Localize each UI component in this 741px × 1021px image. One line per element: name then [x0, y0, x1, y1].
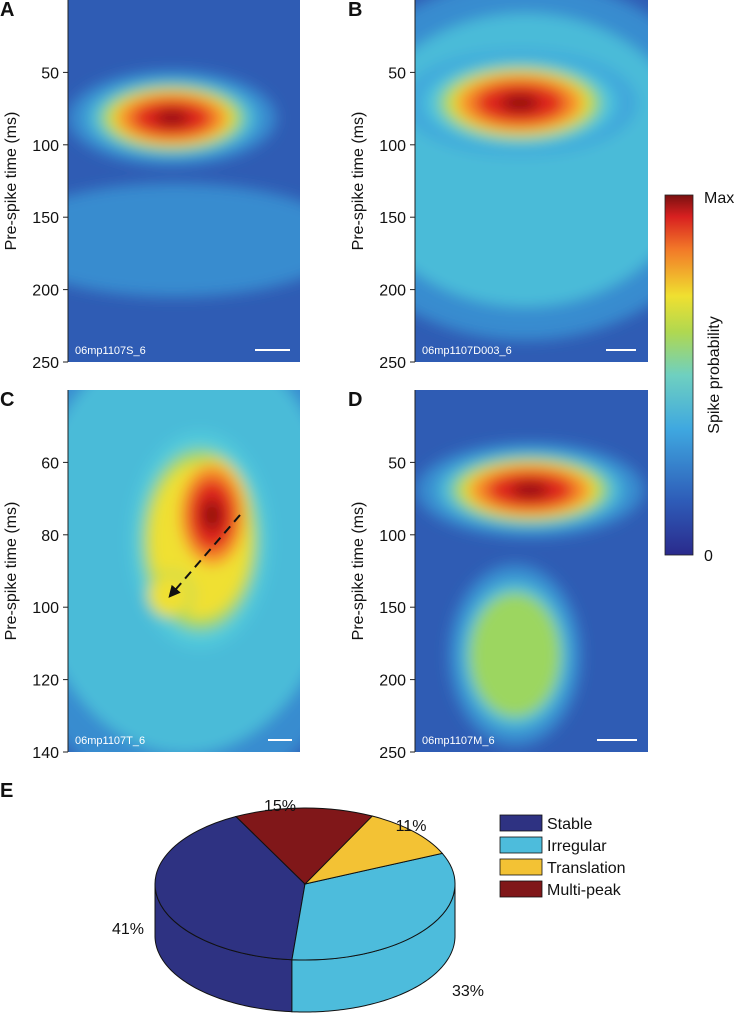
y-tick-label: 100 [32, 600, 59, 617]
panel-letter: D [348, 389, 362, 411]
heat-level [510, 482, 550, 498]
y-tick-label: 200 [379, 283, 406, 300]
pie-slice [234, 807, 374, 885]
pie-slice [291, 852, 456, 961]
y-tick-label: 250 [379, 355, 406, 372]
legend-label: Irregular [547, 838, 607, 855]
cell-id: 06mp1107D003_6 [422, 345, 512, 357]
colorbar [664, 194, 694, 556]
heatmap [415, 390, 648, 752]
heat-level [154, 110, 190, 126]
heatmap [415, 0, 648, 362]
y-tick-label: 50 [388, 455, 406, 472]
y-tick-label: 50 [388, 65, 406, 82]
panel-letter: A [0, 0, 14, 21]
cell-id: 06mp1107M_6 [422, 735, 495, 747]
pie-value-label: 41% [112, 921, 144, 938]
cell-id: 06mp1107T_6 [75, 735, 145, 747]
heatmap-blobs [68, 70, 300, 297]
heatmap [68, 390, 300, 752]
heatmap-blobs [415, 0, 648, 341]
legend-swatch [499, 858, 543, 876]
y-tick-label: 140 [32, 745, 59, 762]
heatmap [68, 0, 300, 362]
panel-letter: B [348, 0, 362, 21]
pie-value-label: 11% [396, 818, 427, 835]
y-tick-label: 150 [32, 210, 59, 227]
y-tick-label: 120 [32, 673, 59, 690]
y-tick-label: 150 [379, 600, 406, 617]
legend-swatch [499, 814, 543, 832]
legend-label: Translation [547, 860, 626, 877]
y-axis-label: Pre-spike time (ms) [3, 112, 20, 251]
y-tick-label: 80 [41, 528, 59, 545]
heat-level [201, 499, 223, 531]
pie-slice [303, 815, 444, 885]
y-tick-label: 150 [379, 210, 406, 227]
legend-swatch [499, 880, 543, 898]
cell-id: 06mp1107S_6 [75, 345, 146, 357]
legend-label: Stable [547, 816, 592, 833]
y-tick-label: 100 [379, 528, 406, 545]
y-tick-label: 250 [379, 745, 406, 762]
y-tick-label: 50 [41, 65, 59, 82]
colorbar-max: Max [704, 190, 734, 207]
pie-value-label: 33% [452, 983, 484, 1000]
y-tick-label: 60 [41, 455, 59, 472]
pie-slice [154, 815, 306, 961]
heat-level [68, 183, 300, 297]
heatmap-blobs [68, 390, 300, 752]
pie-value-label: 15% [264, 798, 296, 815]
y-tick-label: 250 [32, 355, 59, 372]
y-axis-label: Pre-spike time (ms) [3, 502, 20, 641]
y-tick-label: 200 [32, 283, 59, 300]
y-axis-label: Pre-spike time (ms) [350, 502, 367, 641]
colorbar-label: Spike probability [706, 316, 723, 433]
arrow [168, 514, 241, 598]
heatmap-background [68, 0, 300, 362]
heat-level [500, 94, 540, 112]
y-tick-label: 100 [32, 138, 59, 155]
y-tick-label: 100 [379, 138, 406, 155]
panel-letter: E [0, 780, 13, 802]
heatmap-blobs [416, 442, 644, 747]
legend-swatch [499, 836, 543, 854]
panel-letter: C [0, 389, 14, 411]
y-axis-label: Pre-spike time (ms) [350, 112, 367, 251]
y-tick-label: 200 [379, 673, 406, 690]
heat-level [469, 592, 561, 718]
legend-label: Multi-peak [547, 882, 622, 899]
colorbar-min: 0 [704, 548, 713, 565]
